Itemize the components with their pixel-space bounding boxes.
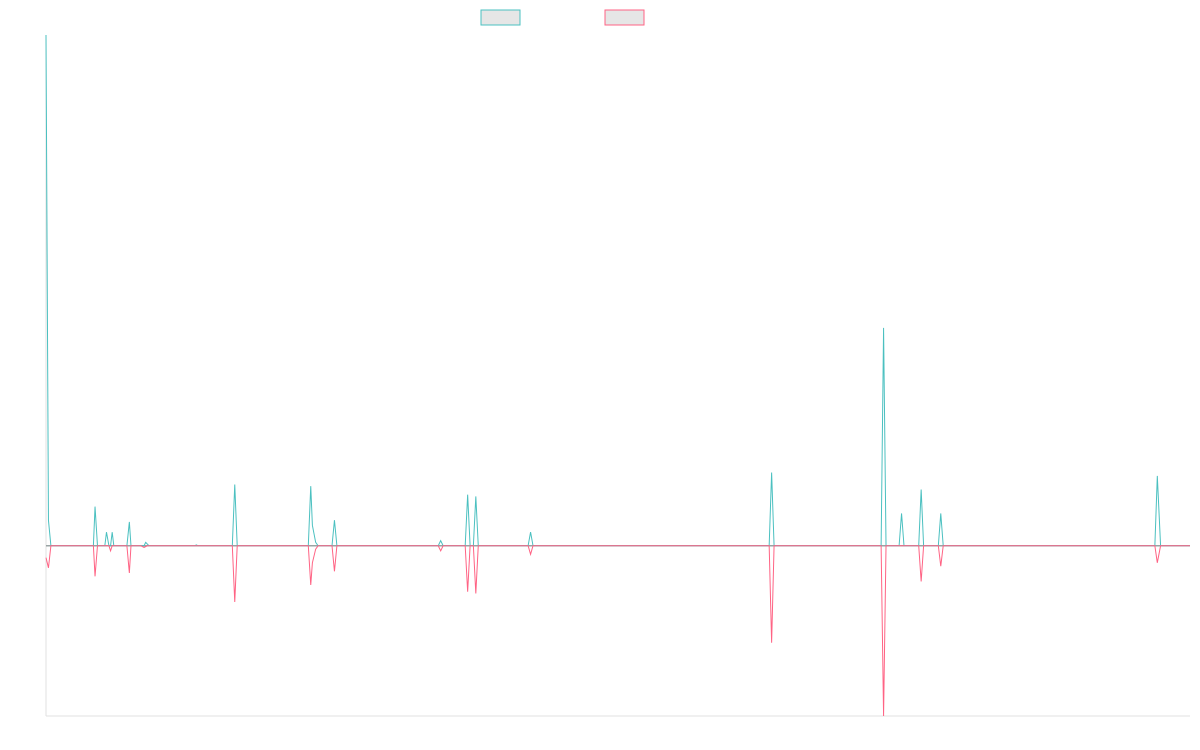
legend — [480, 9, 645, 26]
legend-swatch-series-2[interactable] — [604, 9, 645, 26]
series-line-1[interactable] — [45, 34, 1190, 547]
legend-swatch-series-1[interactable] — [480, 9, 521, 26]
plot-area — [45, 34, 1190, 717]
axes — [45, 35, 1190, 717]
series-line-2[interactable] — [45, 545, 1190, 717]
